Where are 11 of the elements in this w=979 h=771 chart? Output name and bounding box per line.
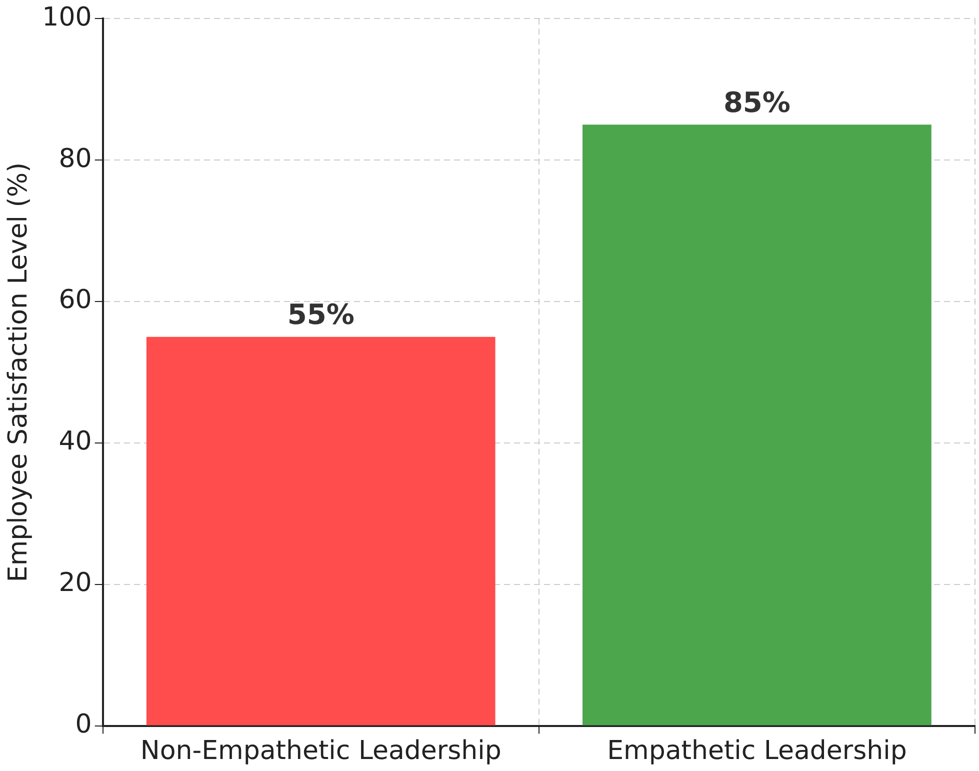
- data-label: 85%: [723, 86, 790, 119]
- y-tick-label: 60: [58, 285, 92, 316]
- y-axis-title: Employee Satisfaction Level (%): [3, 162, 34, 582]
- y-tick-label: 80: [58, 144, 92, 174]
- data-label: 55%: [287, 298, 354, 332]
- y-tick-label: 40: [58, 426, 92, 457]
- y-tick-label: 100: [42, 2, 92, 32]
- y-tick-label: 20: [58, 568, 92, 598]
- x-tick-label: Empathetic Leadership: [607, 736, 907, 766]
- y-tick-label: 0: [75, 710, 92, 740]
- x-tick-label: Non-Empathetic Leadership: [140, 736, 502, 766]
